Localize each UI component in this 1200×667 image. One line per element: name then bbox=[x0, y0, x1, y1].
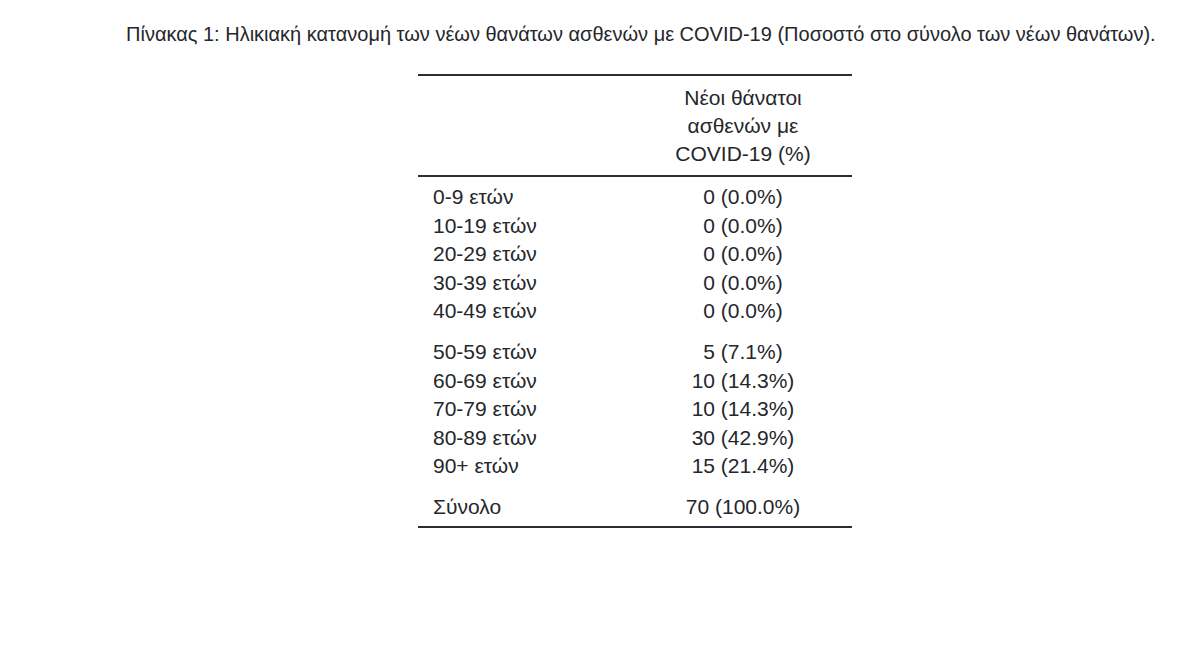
deaths-value: 0 (0.0%) bbox=[648, 183, 838, 212]
table-row: 60-69 ετών10 (14.3%) bbox=[418, 367, 852, 396]
table-row-group: Σύνολο70 (100.0%) bbox=[418, 493, 852, 522]
deaths-value: 10 (14.3%) bbox=[648, 395, 838, 424]
table-row: 70-79 ετών10 (14.3%) bbox=[418, 395, 852, 424]
header-spacer bbox=[418, 84, 648, 168]
table-row: 0-9 ετών0 (0.0%) bbox=[418, 183, 852, 212]
table-row: 30-39 ετών0 (0.0%) bbox=[418, 269, 852, 298]
age-group-label: 90+ ετών bbox=[418, 452, 648, 481]
deaths-value: 15 (21.4%) bbox=[648, 452, 838, 481]
age-group-label: 60-69 ετών bbox=[418, 367, 648, 396]
deaths-value: 70 (100.0%) bbox=[648, 493, 838, 522]
table-row: 20-29 ετών0 (0.0%) bbox=[418, 240, 852, 269]
table-row: Σύνολο70 (100.0%) bbox=[418, 493, 852, 522]
deaths-value: 0 (0.0%) bbox=[648, 269, 838, 298]
table-body: 0-9 ετών0 (0.0%)10-19 ετών0 (0.0%)20-29 … bbox=[418, 177, 852, 526]
table-caption: Πίνακας 1: Ηλικιακή κατανομή των νέων θα… bbox=[126, 21, 1156, 47]
table-row: 40-49 ετών0 (0.0%) bbox=[418, 297, 852, 326]
table-row-group: 50-59 ετών5 (7.1%)60-69 ετών10 (14.3%)70… bbox=[418, 338, 852, 481]
age-group-label: 10-19 ετών bbox=[418, 212, 648, 241]
age-group-label: 20-29 ετών bbox=[418, 240, 648, 269]
header-line-3: COVID-19 (%) bbox=[648, 140, 838, 168]
table-bottom-rule bbox=[418, 526, 852, 528]
table-row: 80-89 ετών30 (42.9%) bbox=[418, 424, 852, 453]
table-row: 50-59 ετών5 (7.1%) bbox=[418, 338, 852, 367]
age-group-label: 40-49 ετών bbox=[418, 297, 648, 326]
age-group-label: 50-59 ετών bbox=[418, 338, 648, 367]
header-line-2: ασθενών με bbox=[648, 112, 838, 140]
age-group-label: Σύνολο bbox=[418, 493, 648, 522]
deaths-value: 0 (0.0%) bbox=[648, 212, 838, 241]
deaths-value: 30 (42.9%) bbox=[648, 424, 838, 453]
table-row: 90+ ετών15 (21.4%) bbox=[418, 452, 852, 481]
deaths-value: 5 (7.1%) bbox=[648, 338, 838, 367]
age-group-label: 30-39 ετών bbox=[418, 269, 648, 298]
age-group-label: 0-9 ετών bbox=[418, 183, 648, 212]
deaths-value: 10 (14.3%) bbox=[648, 367, 838, 396]
covid-deaths-table: Νέοι θάνατοι ασθενών με COVID-19 (%) 0-9… bbox=[418, 74, 852, 528]
age-group-label: 80-89 ετών bbox=[418, 424, 648, 453]
document-page: Πίνακας 1: Ηλικιακή κατανομή των νέων θα… bbox=[0, 0, 1200, 667]
age-group-label: 70-79 ετών bbox=[418, 395, 648, 424]
value-column-header: Νέοι θάνατοι ασθενών με COVID-19 (%) bbox=[648, 84, 838, 168]
header-line-1: Νέοι θάνατοι bbox=[648, 84, 838, 112]
table-header-row: Νέοι θάνατοι ασθενών με COVID-19 (%) bbox=[418, 76, 852, 175]
deaths-value: 0 (0.0%) bbox=[648, 240, 838, 269]
table-row-group: 0-9 ετών0 (0.0%)10-19 ετών0 (0.0%)20-29 … bbox=[418, 183, 852, 326]
deaths-value: 0 (0.0%) bbox=[648, 297, 838, 326]
table-row: 10-19 ετών0 (0.0%) bbox=[418, 212, 852, 241]
